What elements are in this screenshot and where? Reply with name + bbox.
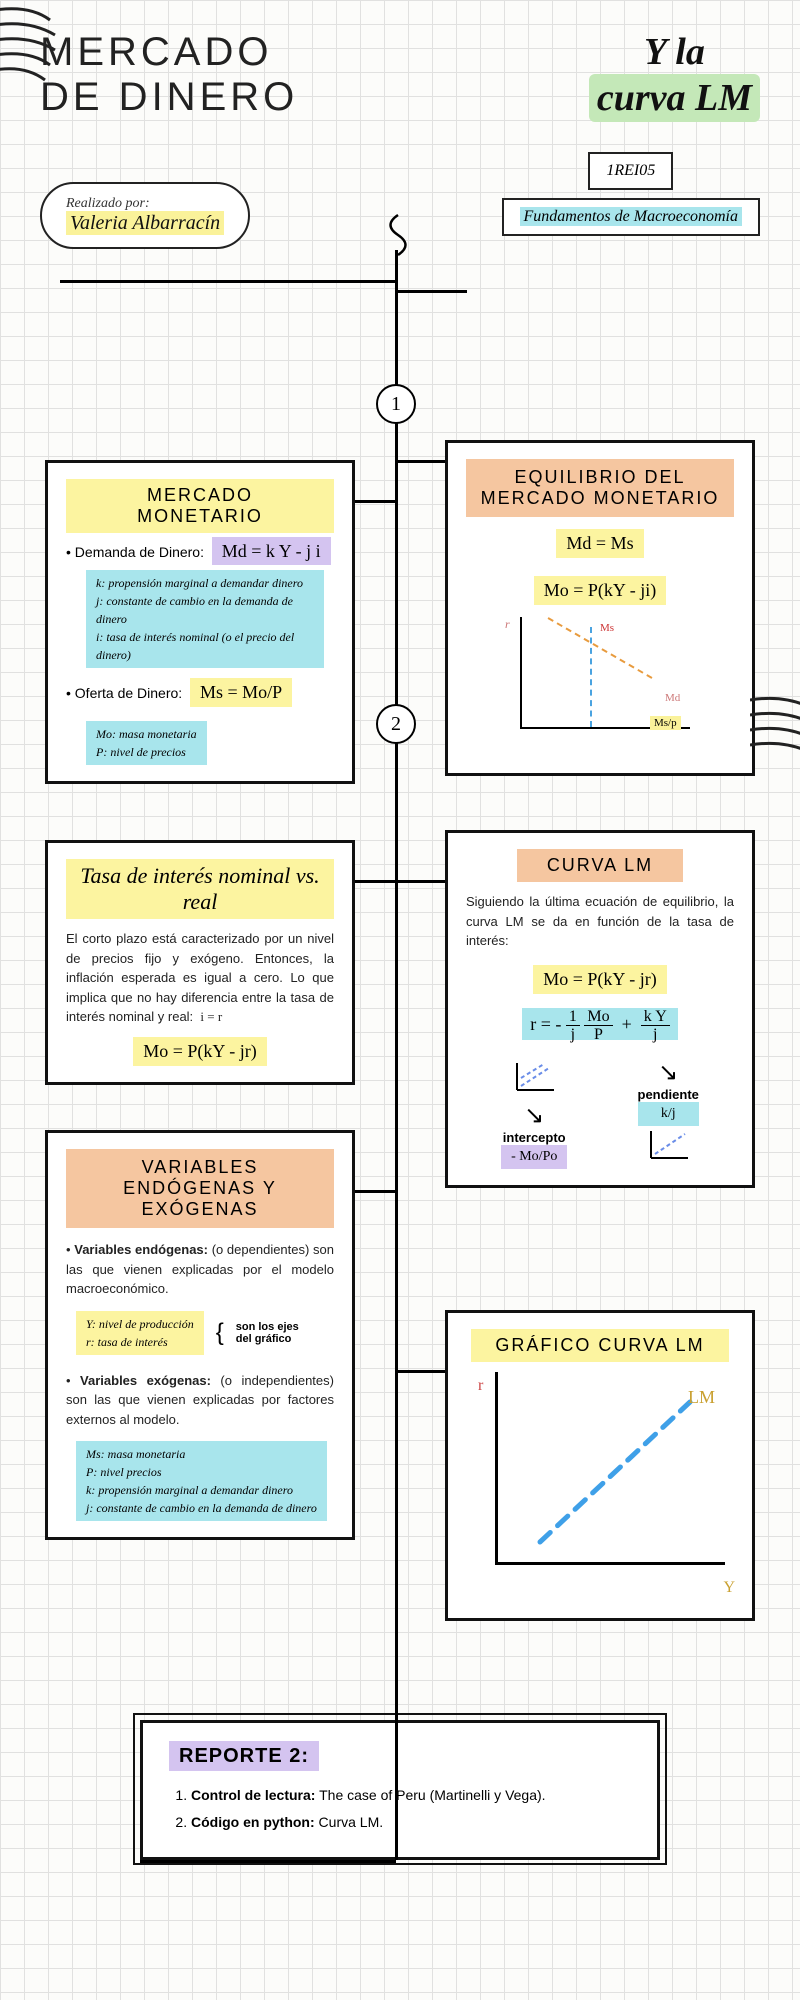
formula-md: Md = k Y - j i [212, 537, 331, 565]
card-tasa-interes: Tasa de interés nominal vs. real El cort… [45, 840, 355, 1085]
pendiente-label: pendiente [638, 1087, 699, 1102]
title-right-2: curva LM [589, 74, 760, 122]
tick [397, 880, 445, 883]
lm-line [530, 1392, 710, 1552]
scribble-top-left [0, 0, 70, 90]
axis-r-label: r [505, 617, 510, 632]
spiral-decoration [378, 210, 418, 260]
card-mercado-monetario: MERCADO MONETARIO • Demanda de Dinero: M… [45, 460, 355, 784]
box1-title: MERCADO MONETARIO [66, 479, 334, 533]
formula-box4-eq2: r = - 1j MoP + k Yj [466, 1008, 734, 1044]
box5-endo: • Variables endógenas: (o dependientes) … [66, 1240, 334, 1299]
box3-title: Tasa de interés nominal vs. real [66, 859, 334, 919]
box4-annotations: ↘ intercepto - Mo/Po ↘ pendiente k/j [466, 1058, 734, 1169]
box2-eqs: Md = Ms Mo = P(kY - ji) [466, 529, 734, 605]
formula-ms: Ms = Mo/P [190, 678, 292, 707]
tick [397, 290, 467, 293]
axes-note: son los ejes del gráfico [236, 1321, 316, 1345]
card-equilibrio: EQUILIBRIO DEL MERCADO MONETARIO Md = Ms… [445, 440, 755, 776]
box2-title: EQUILIBRIO DEL MERCADO MONETARIO [466, 459, 734, 517]
lm-chart: r Y LM [470, 1372, 730, 1592]
scribble-right [750, 690, 800, 760]
tick [397, 1370, 445, 1373]
step-number-1: 1 [376, 384, 416, 424]
mini-lm-icon-1 [509, 1058, 559, 1098]
box1-supply-row: • Oferta de Dinero: Ms = Mo/P [66, 678, 334, 707]
label-msp: Ms/p [650, 717, 681, 729]
vertical-spine [395, 250, 398, 1860]
lm-label: LM [688, 1387, 715, 1408]
intercepto-label: intercepto [501, 1130, 567, 1145]
box4-title: CURVA LM [466, 849, 734, 882]
tick [60, 280, 395, 283]
course-stack: 1REI05 Fundamentos de Macroeconomía [502, 152, 760, 236]
formula-mo-jr: Mo = P(kY - jr) [133, 1037, 266, 1066]
box1-defs-2: Mo: masa monetariaP: nivel de precios [86, 721, 207, 765]
course-name: Fundamentos de Macroeconomía [502, 198, 760, 236]
title-line-1: MERCADO [40, 30, 569, 75]
step-number-2: 2 [376, 704, 416, 744]
pendiente-val: k/j [638, 1102, 699, 1126]
formula-eq1: Md = Ms [556, 529, 643, 558]
tick [397, 460, 445, 463]
box4-body: Siguiendo la última ecuación de equilibr… [466, 892, 734, 951]
box1-defs-1: k: propensión marginal a demandar dinero… [86, 570, 324, 668]
axis-r: r [478, 1377, 483, 1395]
box5-exo: • Variables exógenas: (o independientes)… [66, 1371, 334, 1430]
card-reporte-outline [133, 1713, 667, 1865]
label-md: Md [665, 692, 680, 704]
box6-title: GRÁFICO CURVA LM [466, 1329, 734, 1362]
card-variables: VARIABLES ENDÓGENAS Y EXÓGENAS • Variabl… [45, 1130, 355, 1540]
intercepto-val: - Mo/Po [501, 1145, 567, 1169]
course-code: 1REI05 [588, 152, 673, 190]
box1-demand-row: • Demanda de Dinero: Md = k Y - j i [66, 541, 334, 562]
author-bubble: Realizado por: Valeria Albarracín [40, 182, 250, 249]
box3-formula-row: Mo = P(kY - jr) [66, 1037, 334, 1066]
author-label: Realizado por: [66, 196, 224, 212]
mini-lm-icon-2 [643, 1126, 693, 1166]
box5-exo-vars: Ms: masa monetariaP: nivel preciosk: pro… [76, 1441, 327, 1521]
axis-y: Y [723, 1579, 735, 1597]
box3-body: El corto plazo está caracterizado por un… [66, 929, 334, 1027]
formula-box4-eq1: Mo = P(kY - jr) [533, 965, 666, 994]
box5-title: VARIABLES ENDÓGENAS Y EXÓGENAS [66, 1149, 334, 1228]
equilibrium-chart: r Ms Md Ms/p [500, 617, 700, 757]
label-ms: Ms [600, 622, 614, 634]
card-grafico-lm: GRÁFICO CURVA LM r Y LM [445, 1310, 755, 1621]
box5-endo-vars: Y: nivel de producciónr: tasa de interés… [76, 1311, 334, 1355]
title-line-2: DE DINERO [40, 75, 569, 120]
formula-eq2: Mo = P(kY - ji) [534, 576, 666, 605]
card-curva-lm: CURVA LM Siguiendo la última ecuación de… [445, 830, 755, 1188]
title-block: MERCADO DE DINERO Y la curva LM [40, 30, 760, 122]
formula-ir: i = r [200, 1009, 222, 1024]
title-right-1: Y la [589, 30, 760, 74]
author-name: Valeria Albarracín [66, 212, 224, 235]
